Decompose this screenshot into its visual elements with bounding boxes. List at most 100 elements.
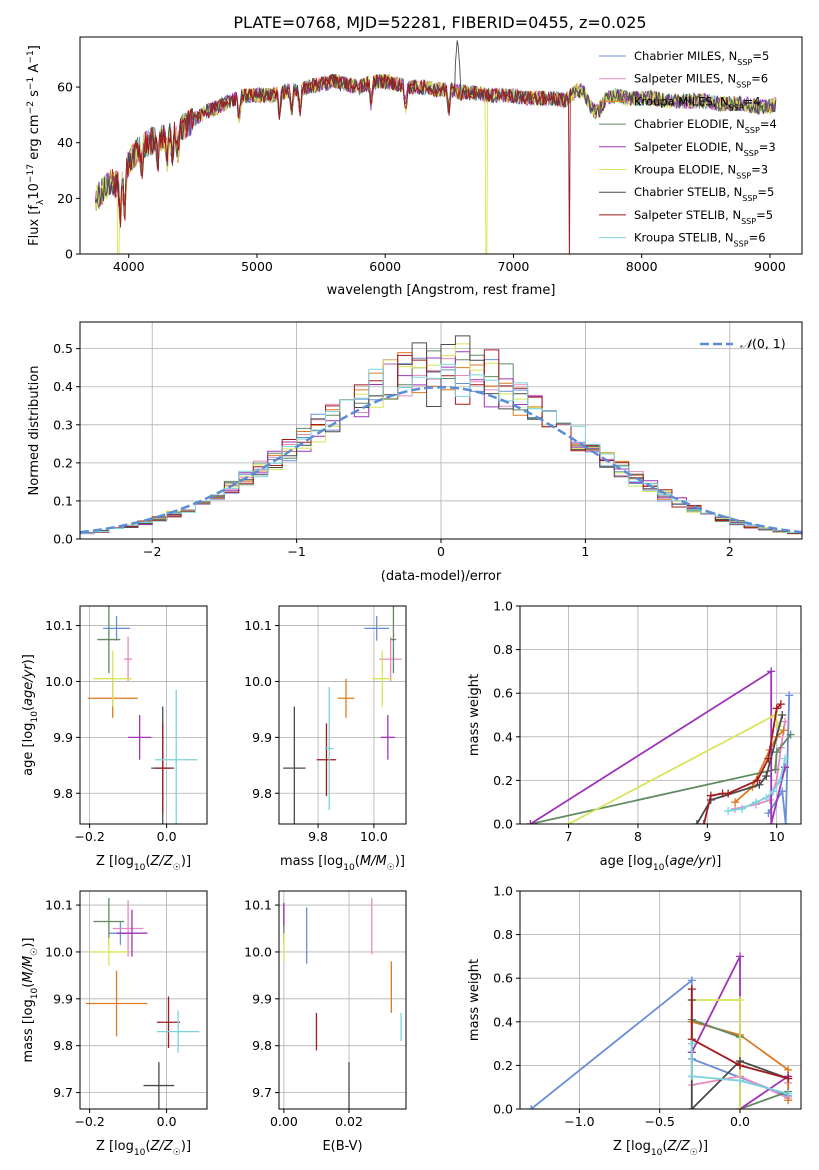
errorbar-salpeter-elodie — [116, 909, 148, 957]
residuals-frame: −2 −1 0 1 2 0.0 0.1 0.2 0.3 0.4 0.5 — [53, 321, 803, 559]
legend-entry: Kroupa ELODIE, NSSP=3 — [634, 163, 768, 181]
x-tick-label: −0.5 — [645, 1114, 675, 1129]
x-axis-label: Z [log10(Z/Z☉)] — [96, 1139, 191, 1158]
mass_weight_vs_Z-series — [527, 952, 793, 1109]
mass_weight_vs_age-frame: 7 8 9 10 0.0 0.2 0.4 0.6 0.8 1.0 — [493, 599, 802, 844]
weight-marker — [735, 1076, 744, 1085]
weight-marker — [778, 711, 787, 719]
y-tick-label: 0 — [65, 247, 73, 262]
axes-frame — [519, 605, 802, 825]
weight-marker — [772, 748, 781, 757]
weight-path — [530, 734, 792, 824]
errorbar-chabrier-elodie — [93, 898, 125, 945]
mass_vs_Z-frame: −0.2 0.0 9.7 9.8 9.9 10.0 10.1 — [45, 890, 208, 1129]
x-axis-label: Z [log10(Z/Z☉)] — [96, 854, 191, 873]
weight-marker — [738, 804, 747, 813]
weight-marker — [762, 772, 771, 781]
weight-marker — [785, 691, 794, 700]
errorbar-salpeter-miles — [379, 636, 402, 682]
errorbar-chabrier-miles — [364, 616, 390, 641]
weight-line-chabrier-miles — [764, 691, 794, 824]
age_vs_Z-axes — [80, 606, 207, 824]
weight-marker — [769, 787, 778, 796]
mass_weight_vs_age-series — [526, 667, 795, 824]
weight-path — [690, 989, 789, 1080]
y-tick-label: 9.7 — [53, 1085, 73, 1100]
y-tick-label: 0.2 — [493, 773, 513, 788]
y-tick-label: 0.6 — [493, 971, 513, 986]
legend-entry: Chabrier STELIB, NSSP=5 — [634, 185, 774, 203]
weight-line-kroupa-stelib — [724, 754, 790, 815]
x-tick-label: −0.2 — [74, 829, 104, 844]
weight-marker — [772, 704, 781, 713]
legend-entry: Salpeter MILES, NSSP=6 — [634, 72, 768, 90]
weight-marker — [786, 730, 795, 739]
y-tick-label: 0.4 — [493, 1014, 513, 1029]
y-tick-label: 9.8 — [53, 786, 73, 801]
y-tick-label: 10.0 — [45, 674, 73, 689]
legend-entry: Chabrier ELODIE, NSSP=4 — [634, 117, 777, 135]
axes-frame — [278, 605, 407, 825]
y-tick-label: 0.1 — [53, 493, 73, 508]
x-tick-label: 0.02 — [335, 1114, 363, 1129]
x-axis-label: wavelength [Angstrom, rest frame] — [327, 283, 556, 298]
y-tick-label: 10.0 — [45, 944, 73, 959]
weight-marker — [776, 700, 785, 709]
y-tick-label: 9.9 — [53, 730, 73, 745]
x-tick-label: 1 — [581, 544, 589, 559]
y-axis-label: Normed distribution — [27, 366, 42, 496]
mass_vs_ebv-errorbars — [283, 898, 402, 1109]
errorbar-kroupa-stelib — [325, 687, 334, 811]
errorbar-kroupa-elodie — [93, 650, 132, 707]
legend-entry: Kroupa STELIB, NSSP=6 — [634, 231, 766, 249]
weight-marker — [781, 717, 790, 726]
legend-entry: Chabrier MILES, NSSP=5 — [634, 49, 769, 67]
errorbar-chabrier-stelib — [283, 706, 306, 824]
y-tick-label: 9.8 — [252, 786, 272, 801]
weight-marker — [735, 996, 744, 1004]
errorbar-salpeter-elodie — [380, 715, 395, 760]
x-tick-label: 10 — [769, 829, 785, 844]
errorbar-kroupa-miles — [85, 970, 148, 1037]
x-tick-label: 0.00 — [270, 1114, 298, 1129]
axes-frame — [519, 890, 802, 1110]
errorbar-salpeter-miles — [124, 636, 132, 682]
legend-entry: Salpeter STELIB, NSSP=5 — [634, 208, 773, 226]
weight-marker — [687, 1105, 696, 1109]
weight-marker — [735, 1105, 744, 1109]
mass_vs_Z-axes — [80, 891, 207, 1109]
weight-marker — [687, 1072, 696, 1081]
x-tick-label: 7000 — [498, 259, 530, 274]
x-axis-label: mass [log10(M/M☉)] — [280, 854, 405, 873]
errorbar-kroupa-stelib — [155, 689, 198, 824]
y-axis-label: mass weight — [467, 674, 482, 756]
x-axis-label: Z [log10(Z/Z☉)] — [613, 1139, 708, 1158]
y-tick-label: 0.8 — [493, 642, 513, 657]
figure-title: PLATE=0768, MJD=52281, FIBERID=0455, z=0… — [233, 13, 646, 32]
x-tick-label: −1 — [287, 544, 305, 559]
weight-marker — [755, 780, 764, 789]
axes-frame — [79, 890, 208, 1110]
weight-line-salpeter-elodie — [526, 667, 790, 824]
y-tick-label: 0.4 — [53, 379, 73, 394]
weight-marker — [771, 765, 780, 774]
weight-marker — [687, 1039, 696, 1048]
weight-marker — [731, 798, 740, 807]
spectrum-frame: 4000 5000 6000 7000 8000 9000 0 20 40 60 — [57, 36, 803, 274]
x-tick-label: 9.8 — [308, 829, 328, 844]
errorbar-salpeter-elodie — [128, 715, 152, 760]
errorbar-salpeter-stelib — [316, 723, 337, 797]
y-tick-label: 40 — [57, 135, 73, 150]
axes-frame — [79, 36, 803, 255]
x-tick-label: 0 — [437, 544, 445, 559]
weight-marker — [527, 1105, 536, 1109]
weight-marker — [526, 820, 535, 824]
y-tick-label: 10.0 — [244, 674, 272, 689]
y-axis-label: mass [log10(M/M☉)] — [21, 938, 40, 1063]
y-tick-label: 0.6 — [493, 686, 513, 701]
legend-entry: Salpeter ELODIE, NSSP=3 — [634, 140, 776, 158]
weight-marker — [762, 793, 771, 802]
y-tick-label: 60 — [57, 80, 73, 95]
